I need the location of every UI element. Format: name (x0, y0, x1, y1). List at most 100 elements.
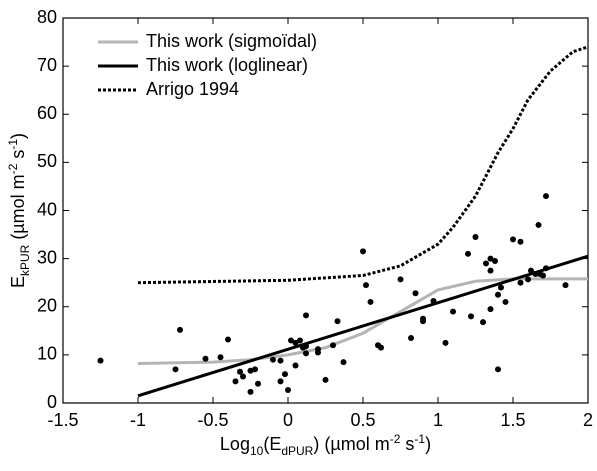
legend-label: This work (loglinear) (146, 55, 308, 75)
series-line (137, 45, 589, 285)
scatter-point (472, 233, 479, 240)
x-tick-label: -1 (130, 410, 146, 430)
ylabel-part: -2 (6, 163, 20, 174)
ylabel-part: ) (8, 133, 28, 139)
ylabel-part: kPUR (18, 244, 32, 276)
y-tick-label: 60 (37, 103, 57, 123)
xlabel-part: (E (263, 434, 281, 454)
legend-label: This work (sigmoïdal) (146, 31, 317, 51)
xlabel-part: s (400, 434, 414, 454)
y-tick-label: 0 (47, 392, 57, 412)
scatter-point (502, 298, 509, 305)
scatter-point (340, 359, 347, 366)
y-tick-label: 40 (37, 199, 57, 219)
scatter-point (397, 276, 404, 283)
xlabel-part: dPUR (281, 444, 313, 458)
y-tick-label: 20 (37, 296, 57, 316)
scatter-point (543, 193, 549, 200)
scatter-point (303, 343, 309, 350)
xlabel: Log10(EdPUR) (µmol m-2 s-1) (220, 432, 431, 458)
y-tick-label: 70 (37, 55, 57, 75)
scatter-point (225, 336, 231, 343)
scatter-point (292, 362, 299, 369)
scatter-point (240, 373, 246, 380)
ylabel-part: E (8, 276, 28, 288)
ylabel-part: (µmol m (8, 174, 28, 244)
scatter-point (487, 267, 494, 274)
scatter-point (412, 290, 419, 297)
x-tick-label: 0 (283, 410, 293, 430)
scatter-point (297, 337, 303, 344)
scatter-point (285, 387, 291, 394)
scatter-point (237, 368, 243, 375)
xlabel-part: -2 (390, 432, 401, 446)
ylabel: EkPUR (µmol m-2 s-1) (6, 133, 32, 288)
ylabel-part: -1 (6, 139, 20, 150)
scatter-point (498, 284, 504, 291)
scatter-point (495, 291, 501, 298)
scatter-point (483, 260, 489, 267)
scatter-point (255, 380, 261, 387)
scatter-point (517, 238, 524, 245)
ylabel-part: s (8, 150, 28, 164)
scatter-point (363, 282, 369, 289)
xlabel-part: -1 (414, 432, 425, 446)
scatter-point (288, 337, 294, 344)
scatter-point (492, 258, 498, 265)
xlabel-part: 10 (250, 444, 264, 458)
x-tick-label: 1.5 (500, 410, 525, 430)
scatter-point (487, 255, 494, 262)
legend-label: Arrigo 1994 (146, 79, 239, 99)
scatter-point (367, 298, 374, 305)
scatter-point (247, 388, 254, 395)
scatter-point (487, 306, 494, 313)
scatter-point (480, 319, 486, 326)
scatter-point (334, 318, 341, 325)
scatter-point (277, 378, 284, 385)
scatter-point (543, 265, 549, 272)
scatter-point (495, 366, 501, 373)
scatter-point (465, 250, 471, 257)
scatter-point (510, 236, 516, 243)
scatter-point (315, 346, 321, 353)
xlabel-part: ) (µmol m (313, 434, 389, 454)
y-tick-label: 50 (37, 151, 57, 171)
scatter-point (247, 367, 254, 374)
scatter-point (562, 282, 569, 289)
scatter-point (430, 297, 437, 304)
scatter-point (277, 357, 284, 364)
scatter-point (172, 366, 179, 373)
xlabel-part: Log (220, 434, 250, 454)
scatter-point (378, 344, 384, 351)
x-tick-label: -1.5 (47, 410, 78, 430)
series-line (137, 277, 588, 366)
scatter-point (292, 339, 299, 346)
scatter-point (232, 378, 239, 385)
scatter-point (540, 272, 546, 279)
scatter-point (517, 279, 524, 286)
y-tick-label: 80 (37, 7, 57, 27)
scatter-point (408, 335, 414, 342)
x-tick-label: 0.5 (350, 410, 375, 430)
scatter-point (303, 312, 309, 319)
scatter-point (303, 350, 309, 357)
scatter-point (360, 248, 366, 255)
scatter-point (330, 342, 336, 349)
scatter-point (252, 366, 258, 373)
scatter-point (177, 326, 183, 333)
scatter-point (442, 339, 449, 346)
x-tick-label: -0.5 (197, 410, 228, 430)
series-line (137, 254, 589, 398)
scatter-point (420, 315, 426, 322)
scatter-point (282, 371, 288, 378)
scatter-point (217, 354, 224, 361)
scatter-point (322, 376, 329, 383)
scatter-point (532, 271, 539, 278)
scatter-point (468, 313, 474, 320)
x-tick-label: 1 (433, 410, 443, 430)
y-tick-label: 10 (37, 344, 57, 364)
plot-frame (62, 17, 589, 404)
scatter-point (525, 276, 531, 283)
